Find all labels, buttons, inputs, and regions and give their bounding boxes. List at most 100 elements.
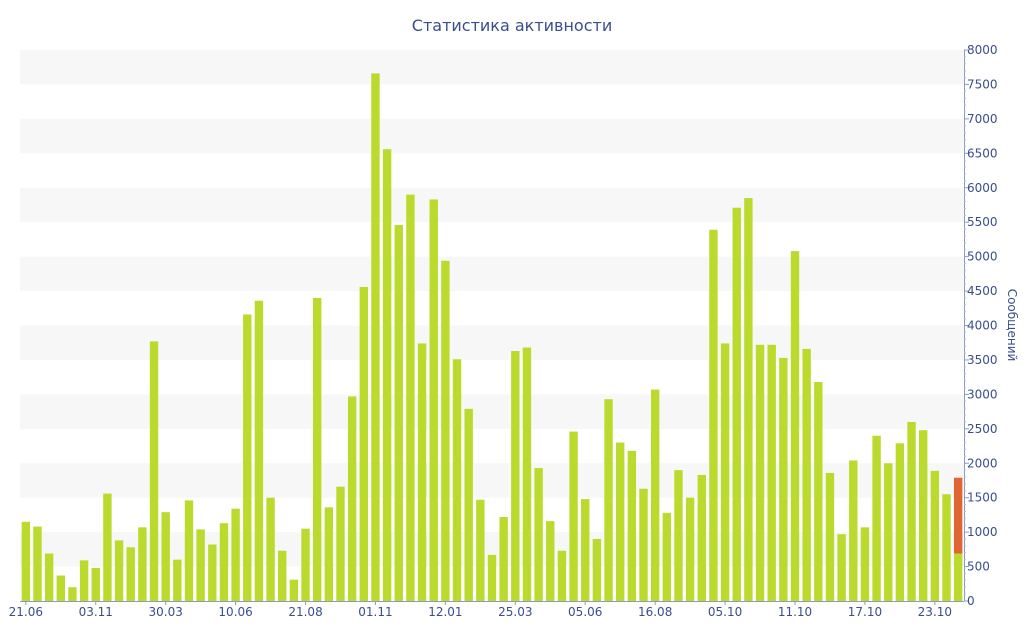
bar[interactable] [184, 500, 194, 601]
bar[interactable] [114, 540, 124, 601]
bar[interactable] [895, 443, 905, 601]
bar[interactable] [464, 408, 473, 601]
bar[interactable] [499, 516, 508, 601]
bar[interactable] [243, 314, 252, 601]
bar[interactable] [161, 512, 170, 601]
bar[interactable] [254, 300, 264, 601]
bar[interactable] [674, 470, 683, 601]
bar[interactable] [208, 544, 217, 601]
bar[interactable] [219, 523, 229, 601]
y-tick-label: 3000 [967, 387, 998, 401]
x-tick-label: 17.10 [848, 605, 882, 619]
bar[interactable] [289, 579, 299, 601]
bar[interactable] [650, 389, 660, 601]
bar[interactable] [732, 207, 741, 601]
bar[interactable] [56, 575, 65, 601]
y-tick-label: 5000 [967, 250, 998, 264]
bar[interactable] [196, 529, 205, 601]
bar[interactable] [452, 359, 462, 601]
x-axis: 21.06 03.11 30.03 10.06 21.08 01.11 12.01 25.03… [9, 601, 964, 619]
grid-band [20, 325, 964, 360]
x-tick-label: 11.10 [778, 605, 812, 619]
y-tick-label: 8000 [967, 43, 998, 57]
bar[interactable] [779, 357, 788, 601]
bar[interactable] [324, 507, 334, 601]
bar[interactable] [557, 550, 567, 601]
y-tick-label: 3500 [967, 353, 998, 367]
bar[interactable] [709, 229, 718, 602]
bar[interactable] [382, 149, 392, 601]
bar[interactable] [359, 286, 368, 601]
bar[interactable] [755, 344, 765, 601]
bar[interactable] [312, 297, 322, 601]
bar[interactable] [534, 468, 543, 601]
bar[interactable] [872, 435, 881, 601]
chart-title: Статистика активности [412, 16, 612, 35]
grid-band [20, 256, 964, 292]
bar[interactable] [371, 73, 380, 602]
bar[interactable] [569, 431, 578, 601]
bar[interactable] [592, 539, 602, 601]
bar[interactable] [930, 470, 940, 601]
bar[interactable] [441, 260, 450, 601]
bar[interactable] [21, 521, 31, 601]
bar[interactable] [44, 553, 54, 601]
bar[interactable] [942, 494, 951, 601]
bar[interactable] [231, 508, 240, 601]
bar[interactable] [907, 421, 916, 601]
x-tick-label: 10.06 [218, 605, 252, 619]
bar[interactable] [126, 547, 135, 601]
bar[interactable] [837, 534, 846, 601]
y-tick-label: 4500 [967, 284, 998, 298]
bar[interactable] [33, 526, 42, 601]
bar[interactable] [767, 344, 776, 601]
bar[interactable] [138, 527, 147, 601]
bar[interactable] [814, 381, 823, 601]
x-tick-label: 23.10 [918, 605, 952, 619]
bar[interactable] [662, 512, 672, 601]
bar[interactable] [581, 499, 590, 601]
bar[interactable] [953, 553, 963, 601]
bar[interactable] [627, 450, 637, 601]
bar[interactable] [347, 396, 357, 601]
bar-current-highlight[interactable] [953, 477, 963, 554]
bar[interactable] [301, 528, 310, 601]
bar[interactable] [790, 251, 800, 602]
y-tick-label: 7000 [967, 112, 998, 126]
bar[interactable] [417, 343, 427, 601]
bar[interactable] [546, 521, 555, 601]
bar[interactable] [802, 348, 811, 601]
bar[interactable] [406, 194, 415, 601]
y-tick-label: 6000 [967, 181, 998, 195]
bar[interactable] [744, 198, 753, 602]
bar[interactable] [79, 560, 89, 601]
bar[interactable] [336, 486, 345, 601]
bar[interactable] [685, 497, 695, 601]
bar[interactable] [919, 430, 928, 601]
bar[interactable] [173, 559, 182, 601]
bar[interactable] [697, 474, 706, 601]
bar[interactable] [849, 460, 858, 601]
bar[interactable] [394, 224, 403, 601]
bar[interactable] [487, 554, 497, 601]
bar[interactable] [266, 497, 275, 601]
bar[interactable] [884, 463, 893, 601]
bar[interactable] [616, 442, 625, 601]
bar[interactable] [68, 587, 77, 601]
bar[interactable] [91, 567, 100, 601]
bar[interactable] [103, 493, 112, 601]
bar[interactable] [825, 472, 835, 601]
bar[interactable] [476, 499, 485, 601]
bar[interactable] [639, 488, 648, 601]
bar[interactable] [604, 399, 613, 601]
bar[interactable] [522, 347, 532, 601]
y-tick-label: 4000 [967, 319, 998, 333]
x-tick-label: 01.11 [358, 605, 392, 619]
x-tick-label: 12.01 [428, 605, 462, 619]
bar[interactable] [511, 350, 520, 601]
bar[interactable] [278, 550, 287, 601]
bar[interactable] [429, 199, 438, 602]
bar[interactable] [860, 527, 870, 601]
bar[interactable] [149, 341, 159, 601]
bar[interactable] [720, 343, 730, 601]
